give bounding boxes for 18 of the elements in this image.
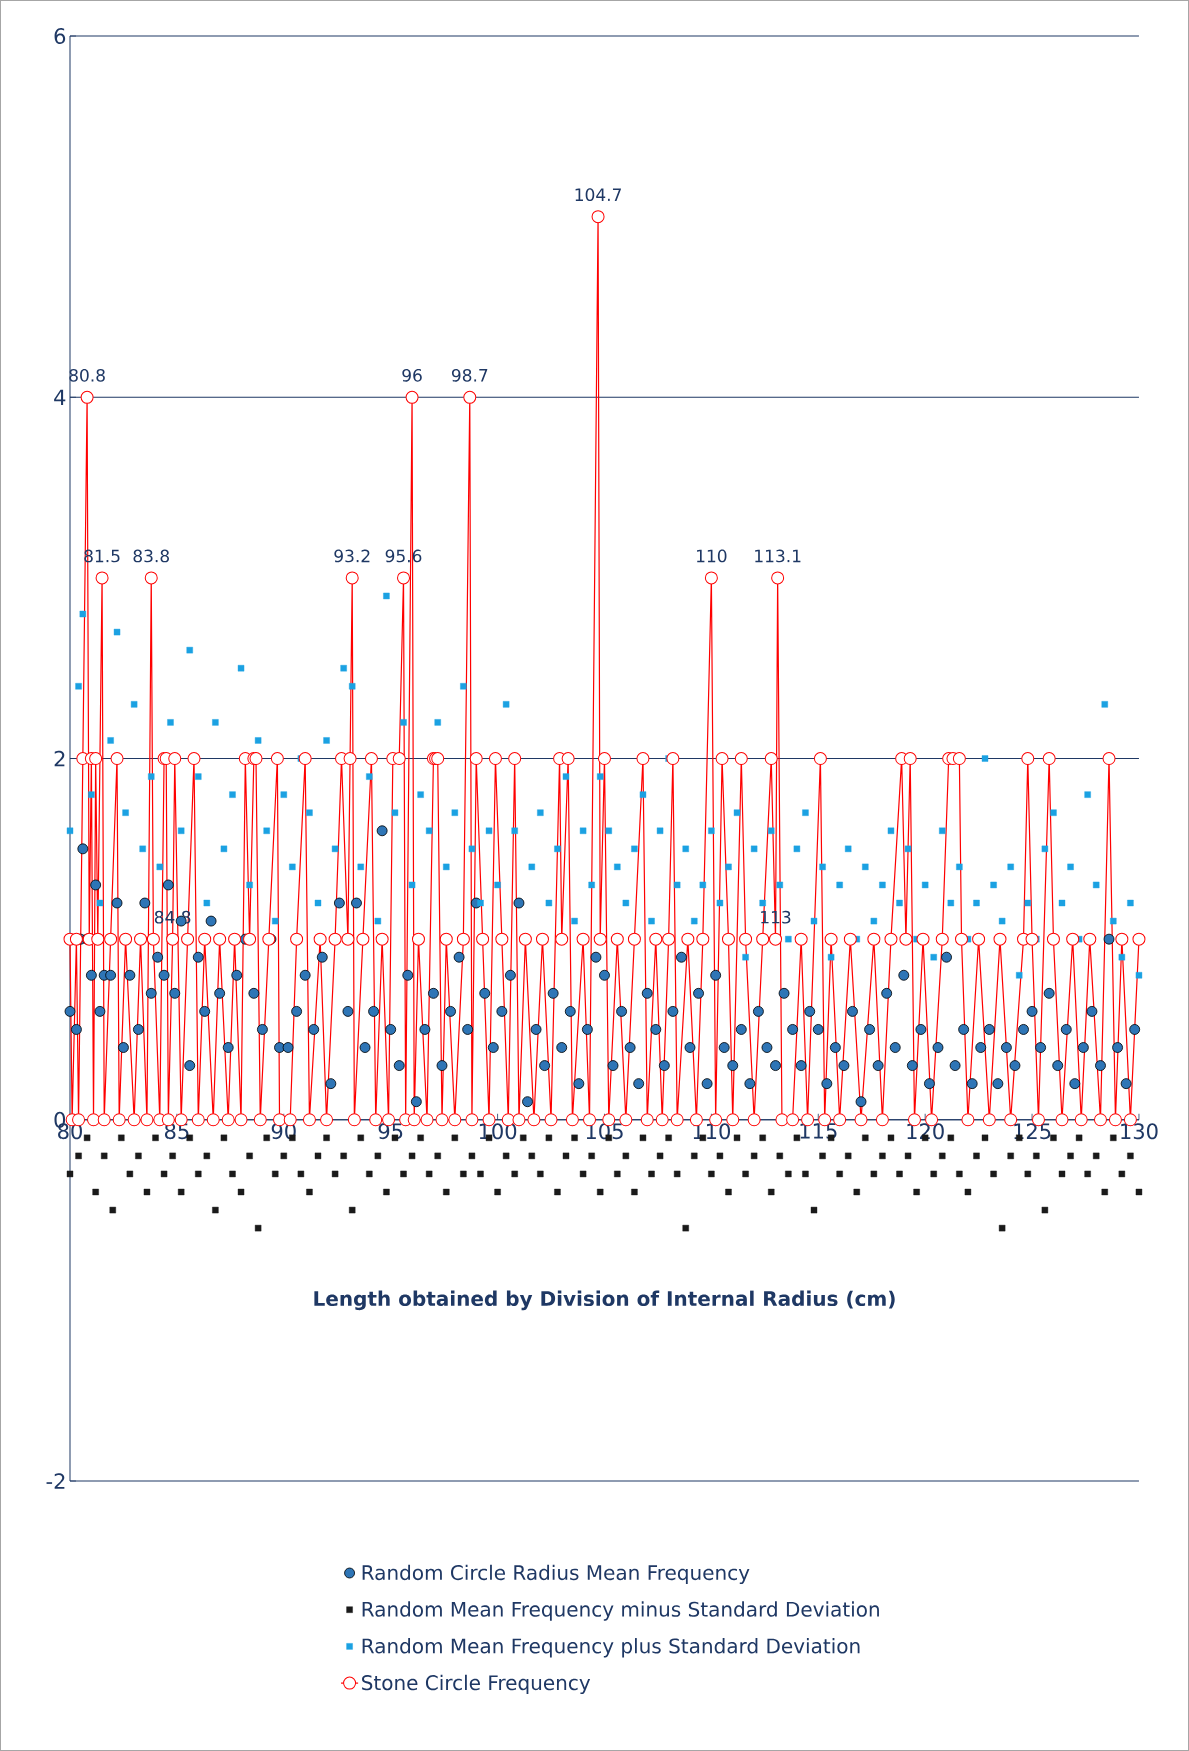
annotation: 83.8 xyxy=(133,549,170,563)
legend-label: Stone Circle Frequency xyxy=(362,1674,591,1695)
legend-label: Random Mean Frequency minus Standard Deviation xyxy=(362,1601,879,1621)
annotation: 80.8 xyxy=(69,368,105,382)
x-tick-label: 130 xyxy=(1121,1123,1158,1140)
annotation: 113.1 xyxy=(755,549,801,563)
y-tick-label: 4 xyxy=(54,389,66,405)
annotation: 104.7 xyxy=(575,188,621,202)
annotation: 98.7 xyxy=(451,368,488,382)
y-tick-label: 2 xyxy=(54,750,65,767)
y-tick-label: -2 xyxy=(46,1473,65,1489)
legend-label: Random Circle Radius Mean Frequency xyxy=(362,1564,750,1585)
annotation: 93.2 xyxy=(334,549,370,563)
y-tick-label: 6 xyxy=(54,28,66,44)
legend-label: Random Mean Frequency plus Standard Deviation xyxy=(362,1638,860,1658)
annotation: 110 xyxy=(697,549,727,563)
x-axis-title: Length obtained by Division of Internal Radius (cm) xyxy=(314,1290,895,1311)
annotation: 96 xyxy=(402,368,422,382)
